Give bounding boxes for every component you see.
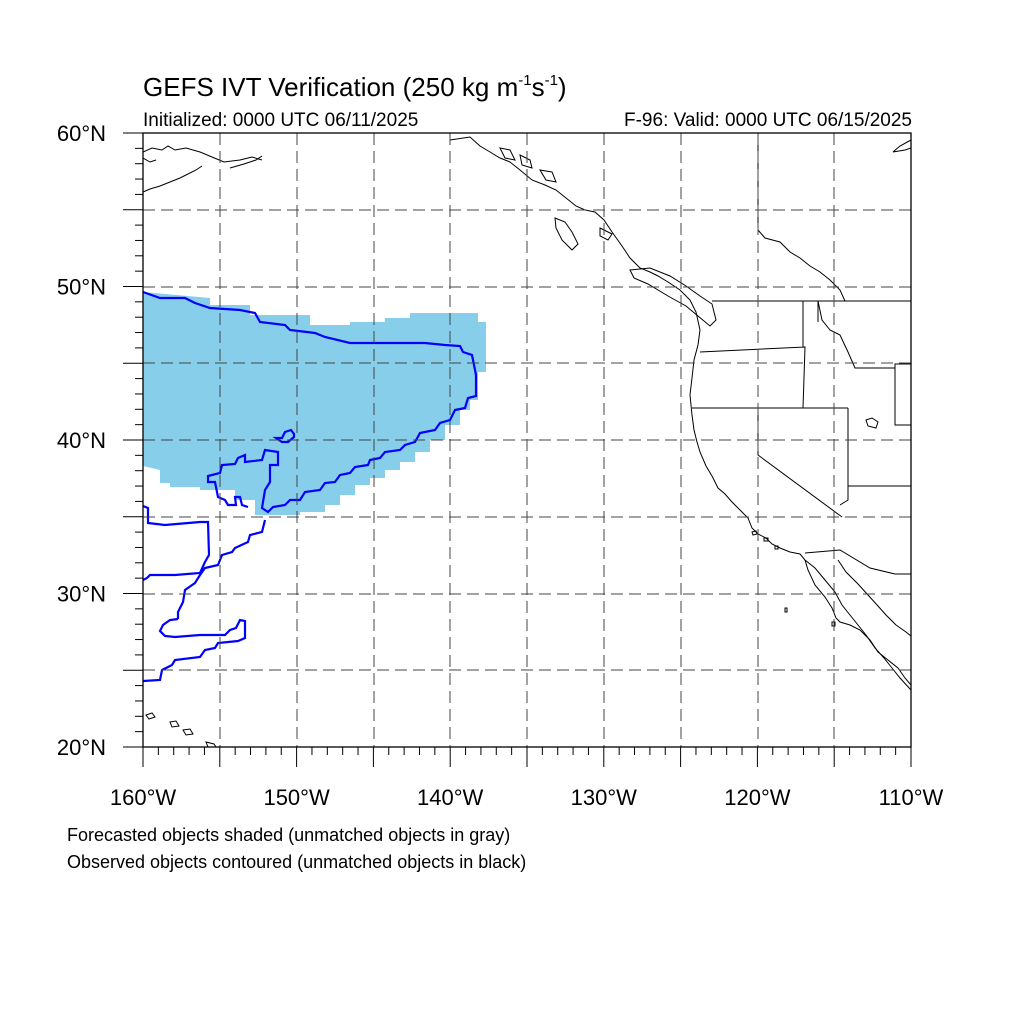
latitude-label: 30°N bbox=[57, 582, 106, 607]
longitude-label: 120°W bbox=[724, 785, 791, 810]
border-bc-alberta bbox=[757, 133, 846, 302]
observed-contour-west-box bbox=[143, 504, 211, 581]
coastlines bbox=[143, 133, 911, 747]
longitude-labels: 160°W 150°W 140°W 130°W 120°W 110°W bbox=[110, 785, 944, 810]
legend-note-forecast: Forecasted objects shaded (unmatched obj… bbox=[67, 825, 511, 845]
initialized-time: Initialized: 0000 UTC 06/11/2025 bbox=[143, 110, 419, 131]
coastline-gulf-california bbox=[837, 559, 911, 637]
latitude-label: 60°N bbox=[57, 121, 106, 146]
longitude-label: 140°W bbox=[417, 785, 484, 810]
valid-time: F-96: Valid: 0000 UTC 06/15/2025 bbox=[624, 110, 912, 131]
coastline-hawaii bbox=[145, 712, 217, 747]
observed-contour-southern-tail bbox=[176, 519, 267, 619]
latitude-label: 50°N bbox=[57, 275, 106, 300]
coastline-baja bbox=[804, 559, 911, 691]
map-title: GEFS IVT Verification (250 kg m-1s-1) bbox=[143, 72, 567, 102]
observed-contour-southwest-box bbox=[143, 617, 247, 683]
coastline-small-islands bbox=[751, 417, 879, 627]
axis-ticks bbox=[123, 132, 912, 767]
observed-contour-small-loop bbox=[272, 428, 296, 444]
forecast-object-shading bbox=[143, 292, 486, 515]
legend-note-observed: Observed objects contoured (unmatched ob… bbox=[67, 852, 527, 872]
observed-object-contours bbox=[143, 290, 478, 683]
longitude-label: 130°W bbox=[571, 785, 638, 810]
longitude-label: 110°W bbox=[879, 785, 944, 810]
longitude-label: 150°W bbox=[263, 785, 330, 810]
coastline-bc-islands bbox=[499, 147, 717, 327]
observed-contour-main bbox=[143, 290, 478, 514]
coastline-panhandle bbox=[449, 136, 911, 686]
coastline-hudson bbox=[892, 139, 911, 153]
coastline-alaska bbox=[143, 145, 263, 193]
latitude-label: 40°N bbox=[57, 428, 106, 453]
latitude-labels: 60°N 50°N 40°N 30°N 20°N bbox=[57, 121, 106, 760]
graticule-grid bbox=[143, 133, 911, 747]
latitude-label: 20°N bbox=[57, 735, 106, 760]
border-states bbox=[692, 300, 911, 575]
longitude-label: 160°W bbox=[110, 785, 177, 810]
